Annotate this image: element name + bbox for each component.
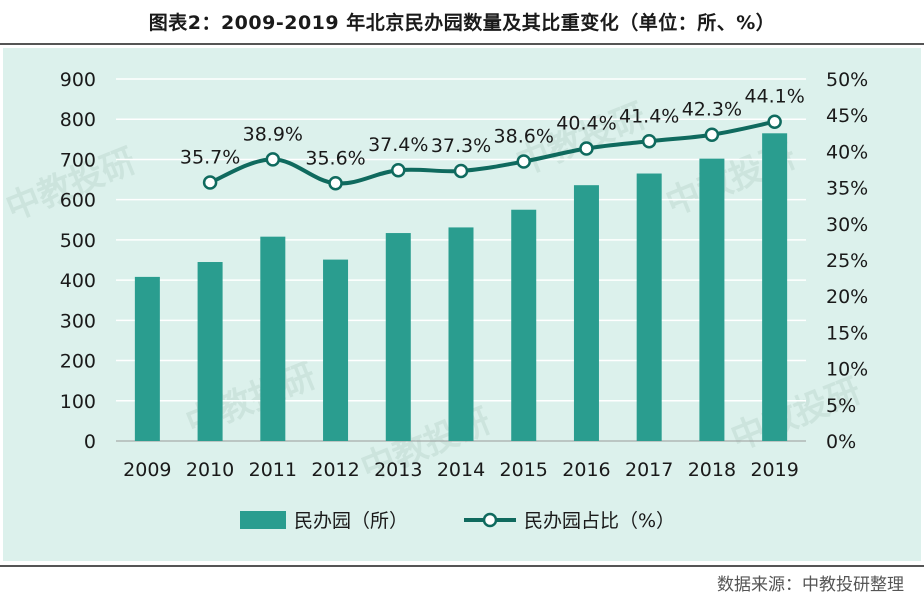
y-left-tick-label: 900: [60, 69, 96, 91]
bar: [323, 259, 349, 441]
legend-item-line: 民办园占比（%）: [462, 506, 675, 533]
y-left-tick-label: 100: [60, 391, 96, 413]
y-right-tick-label: 45%: [826, 105, 868, 127]
data-label: 38.6%: [494, 126, 554, 148]
x-tick-label: 2010: [186, 459, 234, 481]
bar: [699, 158, 725, 441]
y-right-tick-label: 50%: [826, 69, 868, 91]
line-point: [516, 154, 531, 169]
x-tick-label: 2011: [249, 459, 297, 481]
line-point: [202, 175, 218, 190]
bar: [134, 276, 160, 441]
x-tick-label: 2014: [437, 459, 485, 481]
data-label: 37.4%: [368, 134, 428, 156]
bar: [197, 262, 223, 441]
share-line: [209, 119, 776, 186]
y-right-tick-label: 20%: [826, 286, 868, 308]
y-left-tick-label: 500: [60, 230, 96, 252]
y-left-tick-label: 600: [60, 190, 96, 212]
line-point: [265, 152, 281, 167]
y-right-tick-label: 5%: [826, 395, 856, 417]
x-tick-label: 2016: [562, 459, 610, 481]
y-right-tick-label: 40%: [826, 141, 868, 163]
y-left-tick-label: 700: [60, 149, 96, 171]
bar: [762, 133, 788, 442]
x-tick-label: 2013: [374, 459, 422, 481]
line-point: [328, 176, 343, 191]
legend-line-label: 民办园占比（%）: [524, 510, 676, 532]
y-right-tick-label: 15%: [826, 322, 868, 344]
x-tick-label: 2019: [750, 459, 798, 481]
bar: [448, 227, 474, 441]
y-right-tick-label: 35%: [826, 178, 868, 200]
bar: [511, 209, 537, 441]
line-point: [453, 163, 469, 179]
y-right-tick-label: 10%: [826, 359, 868, 381]
legend-bar-label: 民办园（所）: [294, 510, 409, 532]
data-label: 35.6%: [305, 147, 365, 169]
y-left-tick-label: 400: [60, 270, 96, 292]
bar: [573, 185, 599, 441]
y-left-tick-label: 0: [84, 431, 96, 453]
top-rule: [0, 43, 924, 45]
legend-item-bars: 民办园（所）: [240, 506, 408, 533]
data-label: 40.4%: [556, 113, 616, 135]
data-label: 41.4%: [619, 105, 679, 127]
y-left-tick-label: 800: [60, 109, 96, 131]
y-left-tick-label: 200: [60, 351, 96, 373]
bar: [385, 233, 411, 441]
y-right-tick-label: 25%: [826, 250, 868, 272]
x-tick-label: 2018: [688, 459, 736, 481]
bar: [260, 236, 286, 441]
line-point: [579, 141, 594, 156]
data-label: 42.3%: [682, 99, 742, 121]
x-tick-label: 2015: [500, 459, 548, 481]
x-tick-label: 2017: [625, 459, 673, 481]
data-label: 35.7%: [180, 147, 240, 169]
data-label: 38.9%: [243, 123, 303, 145]
y-right-tick-label: 0%: [826, 431, 856, 453]
line-point: [641, 134, 657, 149]
x-tick-label: 2009: [123, 459, 171, 481]
source-note: 数据来源：中教投研整理: [717, 575, 904, 595]
legend-line-swatch: [464, 512, 516, 527]
data-label: 37.3%: [431, 135, 491, 157]
legend-bar-swatch: [240, 510, 286, 529]
y-left-tick-label: 300: [60, 310, 96, 332]
data-label: 44.1%: [744, 86, 804, 108]
line-point: [391, 162, 406, 178]
bottom-rule: [0, 565, 924, 567]
x-tick-label: 2012: [311, 459, 359, 481]
chart-title: 图表2：2009-2019 年北京民办园数量及其比重变化（单位：所、%）: [148, 12, 776, 34]
bar: [636, 173, 662, 441]
line-point: [767, 114, 782, 129]
y-right-tick-label: 30%: [826, 214, 868, 236]
line-point: [704, 127, 720, 142]
